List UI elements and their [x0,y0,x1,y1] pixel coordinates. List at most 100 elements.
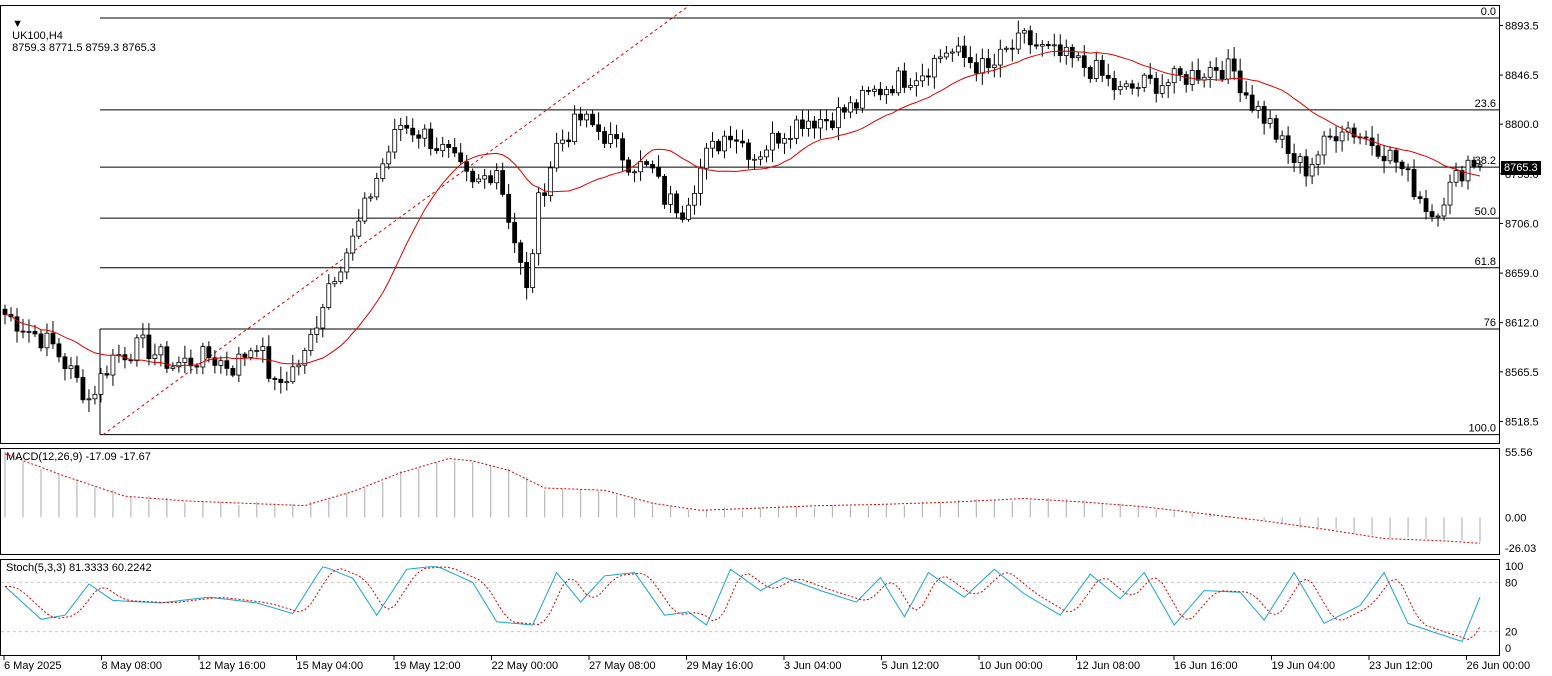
candle-body [572,113,578,143]
axes: 8893.58846.58800.08753.08706.08659.08612… [3,20,1539,672]
candle-body [518,242,524,263]
candle-body [272,378,278,380]
candle-body [1465,159,1471,182]
candle-body [296,364,302,368]
candle-body [1153,77,1159,94]
candle-body [913,80,919,87]
candle-body [566,139,572,143]
candle-body [1177,68,1183,75]
candle-body [931,58,937,78]
candle-body [1045,44,1051,47]
candle-body [506,193,512,223]
stoch-axis-label: 100 [1505,561,1523,573]
candle-body [740,140,745,144]
stoch-panel[interactable] [0,559,1500,656]
candle-body [1471,159,1477,167]
candle-body [1297,156,1303,163]
candle-body [812,120,817,129]
candle-body [854,102,859,109]
candle-body [482,175,488,180]
fib-level-label: 0.0 [1481,6,1496,18]
macd-panel[interactable] [0,448,1500,555]
candle-body [242,353,248,358]
candle-body [410,127,416,136]
candle-body [158,346,164,356]
candle-body [422,128,428,139]
stoch-main-line [4,566,1481,643]
candle-body [1051,44,1057,47]
candle-body [38,333,44,349]
candle-body [1321,135,1327,156]
candle-body [1447,181,1453,206]
candle-body [50,332,56,345]
macd-header: MACD(12,26,9) -17.09 -17.67 [6,451,151,463]
candle-body [1195,70,1201,81]
candle-body [997,48,1003,66]
candle-body [1111,77,1117,91]
candle-body [985,58,991,69]
candle-body [770,132,775,151]
candle-body [524,262,530,289]
candle-body [710,140,715,149]
candle-body [110,354,116,376]
time-axis-label: 19 May 12:00 [394,660,461,672]
candle-body [218,360,224,366]
candle-body [806,120,811,129]
candle-body [614,134,619,140]
candle-body [476,178,482,183]
macd-axis-label: 0.00 [1505,512,1526,524]
candle-body [1303,156,1309,177]
time-axis-label: 3 Jun 04:00 [784,660,842,672]
candle-body [14,316,20,332]
stoch-axis-label: 20 [1505,627,1517,639]
candle-body [338,271,344,282]
symbol-name: UK100,H4 [12,30,63,42]
candle-body [764,149,769,158]
candle-body [560,139,566,144]
candle-body [692,192,697,206]
candle-body [212,357,218,366]
candles [2,20,1483,413]
candle-body [314,327,320,335]
candle-body [973,62,979,74]
candle-body [782,138,787,144]
fib-level-label: 76 [1484,317,1496,329]
candle-body [350,235,356,254]
candle-body [260,346,266,351]
candle-body [1477,164,1483,167]
candle-body [1135,87,1141,89]
candle-body [1213,67,1219,71]
candle-body [1159,85,1165,94]
candle-body [860,90,865,109]
candle-body [1189,70,1195,85]
candle-body [1435,215,1441,218]
candle-body [824,119,829,122]
price-axis-label: 8800.0 [1505,119,1539,131]
candle-body [937,56,943,59]
dropdown-icon[interactable]: ▼ [12,18,24,30]
main-panel[interactable] [0,5,1500,444]
candle-body [1183,74,1189,85]
ohlc-values: 8759.3 8771.5 8759.3 8765.3 [12,42,156,54]
candle-body [1165,82,1171,86]
candle-body [1147,74,1153,79]
candle-body [907,85,913,88]
fib-level-label: 23.6 [1475,98,1496,110]
candle-body [368,196,374,199]
time-axis-label: 15 May 04:00 [297,660,364,672]
candle-body [284,381,290,384]
candle-body [416,134,422,139]
candle-body [146,334,152,359]
candle-body [1105,74,1111,79]
candle-body [200,346,206,368]
candle-body [74,365,80,378]
candle-body [830,120,835,129]
candle-body [584,113,590,121]
candle-body [961,45,967,58]
candle-body [644,161,649,165]
candle-body [668,193,673,205]
candle-body [266,346,272,379]
candle-body [1081,55,1087,68]
